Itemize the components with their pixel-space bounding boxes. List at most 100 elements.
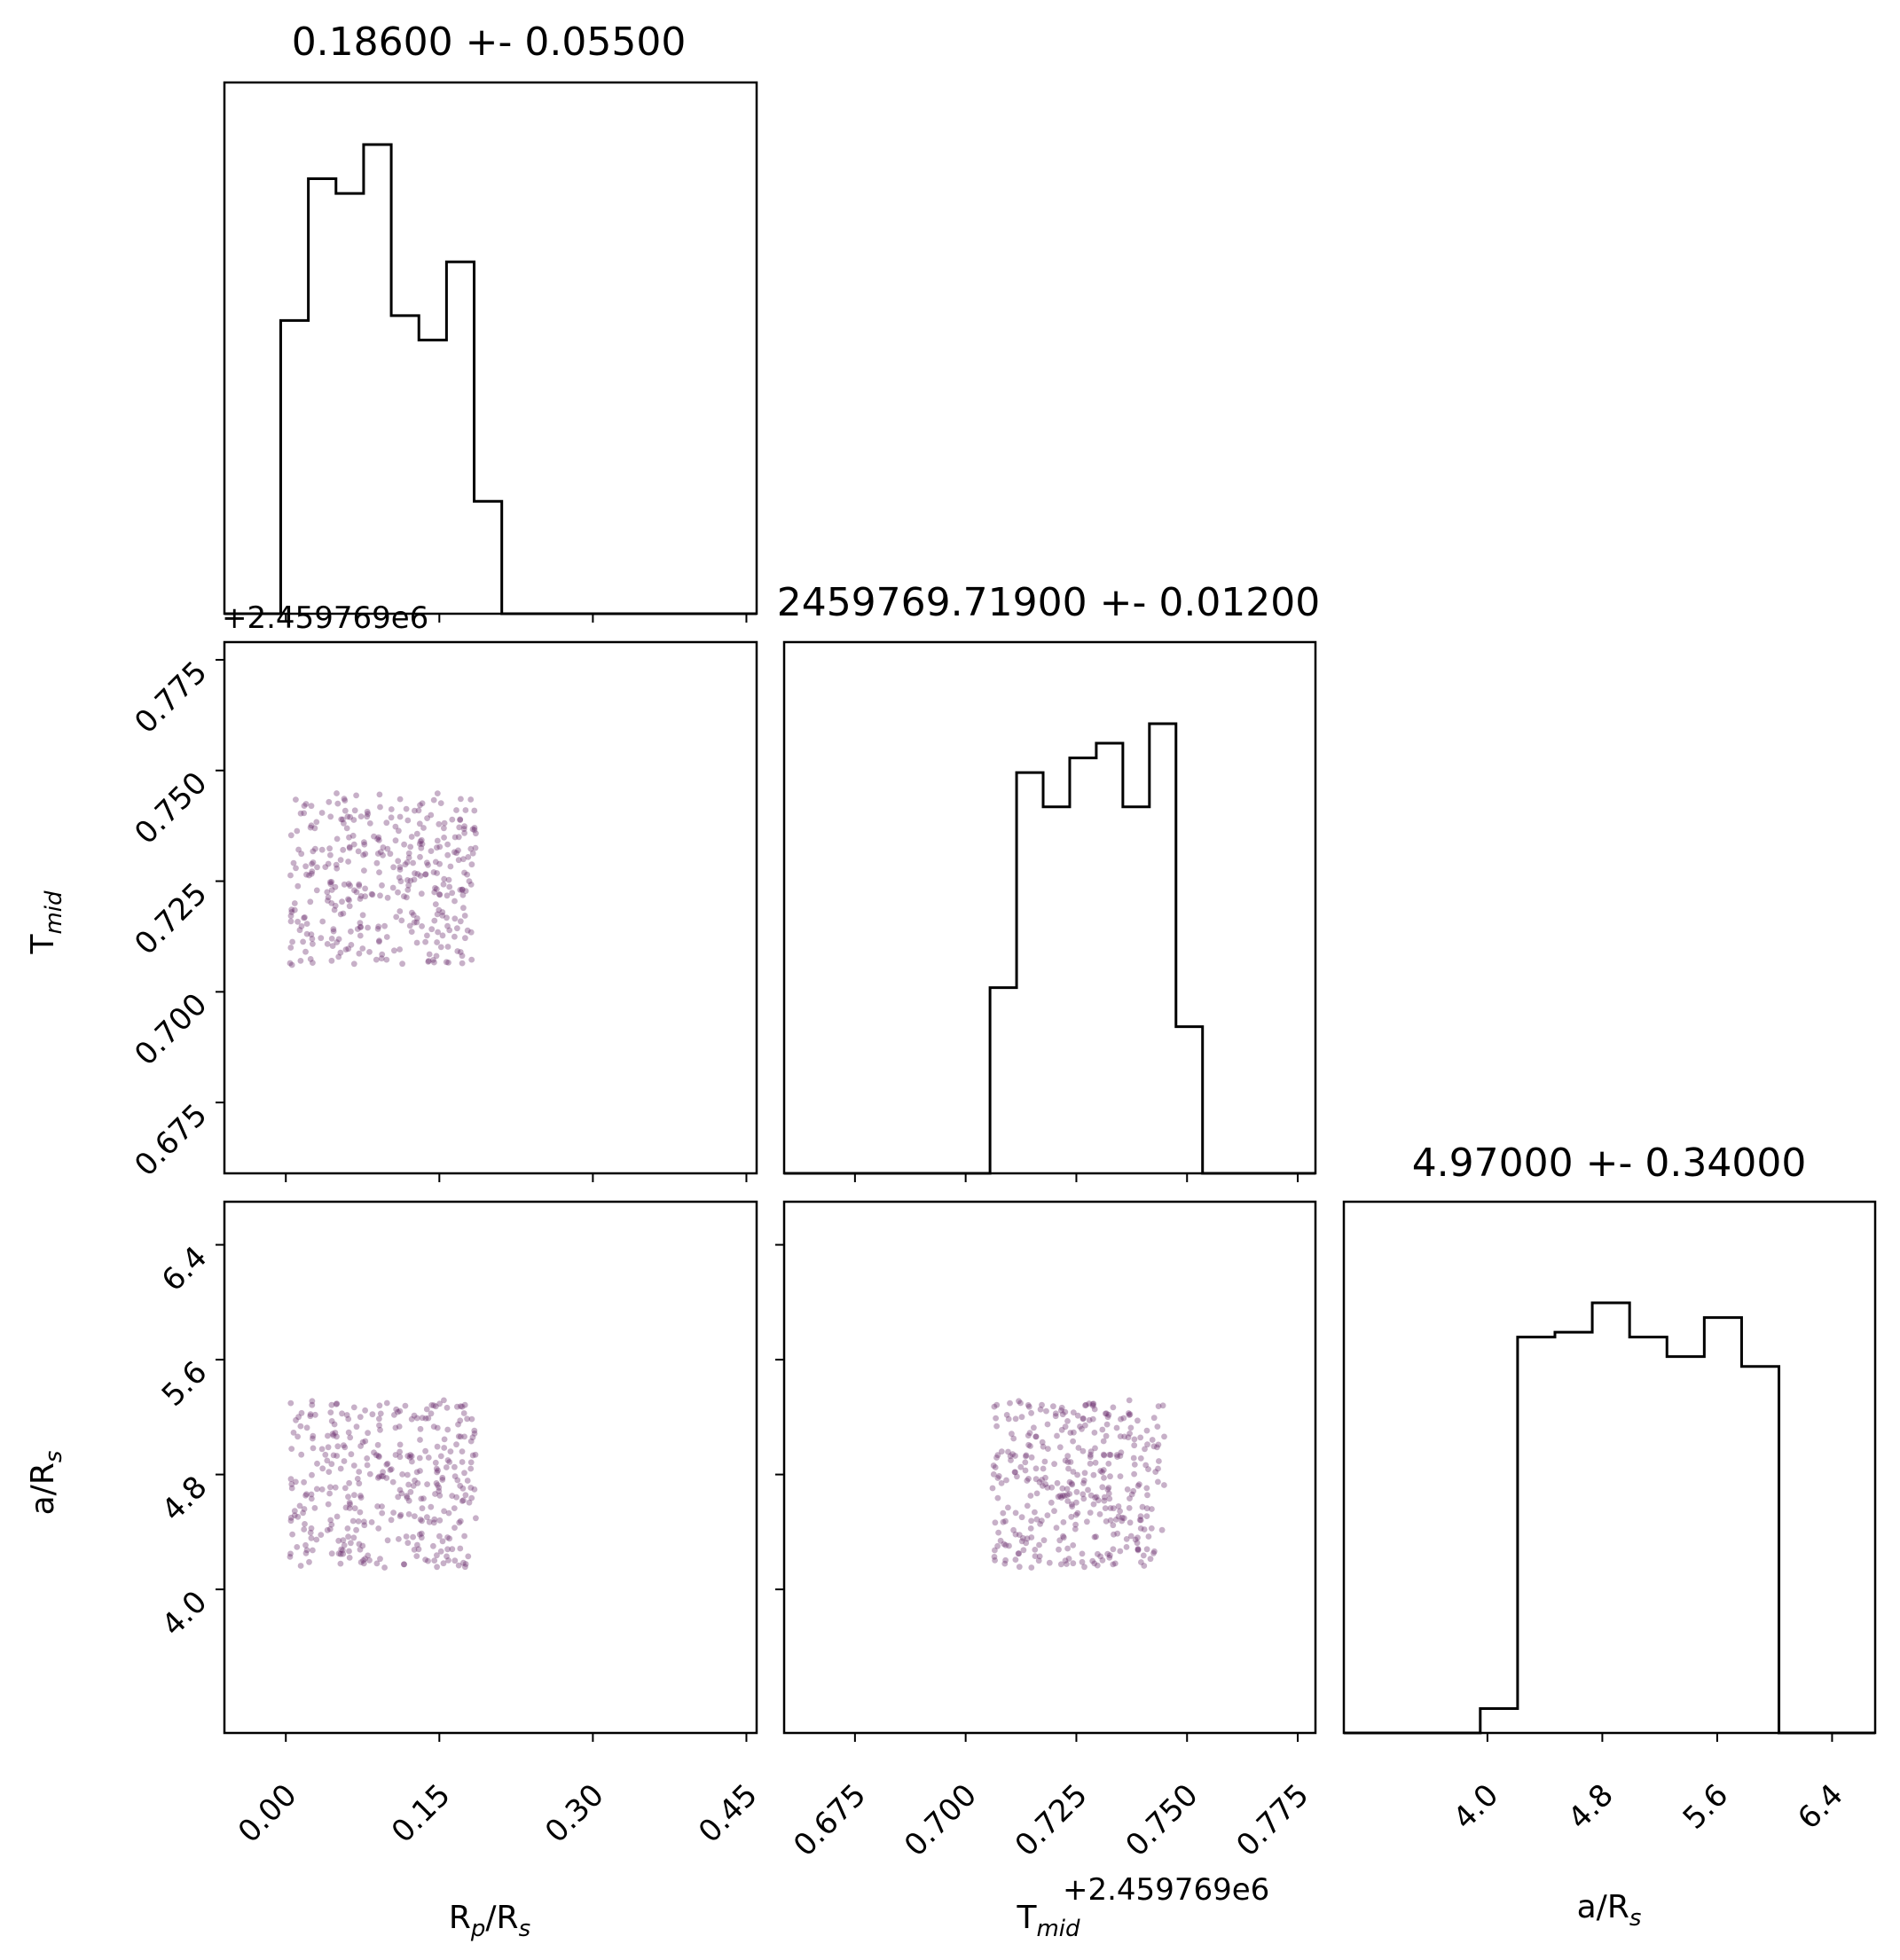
scatter-point (1040, 1465, 1047, 1472)
scatter-point (404, 1453, 412, 1460)
scatter-point (364, 813, 371, 820)
scatter-point (291, 906, 298, 913)
scatter-point (331, 1421, 338, 1428)
scatter-point (403, 1533, 410, 1540)
scatter-point (1128, 1491, 1135, 1498)
scatter-point (354, 926, 361, 932)
scatter-point (1009, 1451, 1016, 1458)
scatter-point (441, 875, 448, 882)
scatter-point (359, 1542, 366, 1549)
scatter-point (333, 1400, 340, 1407)
scatter-point (1103, 1410, 1110, 1417)
scatter-point (467, 1465, 475, 1472)
scatter-point (384, 845, 391, 852)
scatter-point (1064, 1492, 1071, 1499)
scatter-point (362, 885, 368, 892)
panel-frame-ars-rp (223, 1200, 758, 1735)
scatter-point (335, 936, 342, 943)
scatter-point (451, 1463, 458, 1470)
scatter-point (308, 1491, 315, 1498)
scatter-point (1150, 1549, 1157, 1556)
scatter-point (1012, 1509, 1019, 1517)
scatter-point (1087, 1451, 1094, 1458)
scatter-point (396, 1536, 402, 1542)
scatter-point (1037, 1521, 1043, 1527)
scatter-point (428, 1503, 435, 1510)
scatter-point (1056, 1444, 1064, 1451)
scatter-point (1114, 1530, 1121, 1537)
scatter-point (1086, 1400, 1093, 1407)
scatter-point (456, 1519, 463, 1526)
scatter-point (1096, 1511, 1103, 1517)
scatter-point (339, 898, 345, 906)
scatter-point (328, 957, 335, 964)
scatter-point (408, 834, 415, 840)
scatter-point (417, 838, 424, 845)
scatter-point (364, 1455, 371, 1462)
scatter-point (1009, 1431, 1015, 1438)
scatter-point (1051, 1508, 1057, 1515)
scatter-point (1060, 1534, 1067, 1541)
scatter-point (401, 893, 407, 900)
scatter-point (1028, 1409, 1034, 1416)
scatter-point (1126, 1410, 1132, 1416)
scatter-point (1087, 1492, 1095, 1499)
scatter-point (422, 1415, 429, 1422)
scatter-point (461, 1401, 468, 1408)
scatter-point (410, 1483, 417, 1489)
scatter-point (392, 1424, 399, 1431)
scatter-point (347, 1501, 353, 1508)
scatter-point (342, 946, 349, 953)
scatter-point (467, 845, 475, 852)
scatter-point (445, 876, 452, 883)
scatter-point (307, 1529, 314, 1536)
scatter-point (390, 864, 396, 871)
scatter-point (428, 811, 435, 819)
scatter-point (431, 889, 438, 896)
scatter-point (998, 1480, 1005, 1486)
ytick-label-ars: 4.0 (155, 1584, 215, 1643)
scatter-point (1140, 1552, 1147, 1559)
scatter-point (1037, 1406, 1044, 1413)
scatter-point (347, 882, 353, 890)
scatter-point (340, 1537, 347, 1544)
scatter-point (434, 1482, 441, 1488)
scatter-point (376, 1422, 382, 1429)
scatter-point (1003, 1412, 1010, 1418)
scatter-point (422, 938, 428, 945)
scatter-point (432, 858, 439, 866)
scatter-point (443, 959, 450, 966)
scatter-point (399, 960, 405, 968)
scatter-point (1081, 1564, 1087, 1571)
scatter-point (356, 950, 363, 957)
scatter-point (302, 1549, 310, 1556)
scatter-point (324, 1457, 331, 1464)
scatter-point (432, 1459, 439, 1466)
scatter-point (334, 1433, 340, 1440)
scatter-point (357, 920, 364, 926)
scatter-point (391, 947, 397, 954)
scatter-point (395, 858, 402, 865)
scatter-point (347, 813, 354, 820)
scatter-point (1020, 1547, 1027, 1554)
scatter-point (340, 1550, 347, 1557)
scatter-point (464, 871, 470, 878)
scatter-point (430, 796, 437, 804)
scatter-point (471, 1486, 478, 1493)
scatter-point (301, 1506, 308, 1512)
scatter-point (1141, 1526, 1148, 1533)
scatter-point (417, 1517, 424, 1523)
scatter-point (361, 841, 368, 848)
scatter-point (345, 881, 352, 887)
ylabel-tmid: Tmid (25, 890, 67, 955)
scatter-point (1114, 1454, 1120, 1460)
scatter-point (1001, 1541, 1008, 1548)
scatter-point (472, 1451, 479, 1458)
scatter-point (354, 1476, 361, 1482)
scatter-point (1089, 1402, 1096, 1409)
scatter-point (425, 1415, 432, 1422)
scatter-point (1101, 1497, 1108, 1504)
scatter-point (437, 1548, 444, 1555)
scatter-point (1023, 1453, 1029, 1460)
scatter-point (313, 887, 320, 894)
